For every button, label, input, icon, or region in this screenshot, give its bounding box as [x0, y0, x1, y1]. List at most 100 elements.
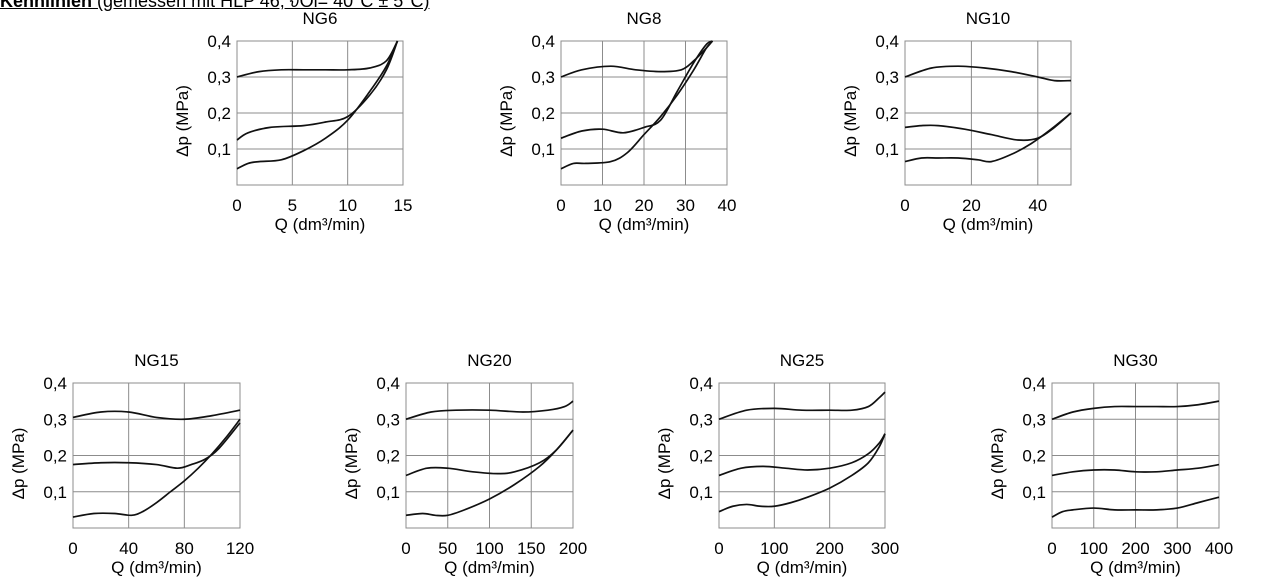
x-tick-label: 30	[676, 196, 695, 215]
x-tick-label: 20	[635, 196, 654, 215]
x-tick-label: 40	[718, 196, 737, 215]
y-tick-label: 0,4	[689, 374, 713, 393]
y-tick-label: 0,2	[875, 104, 899, 123]
x-tick-label: 0	[68, 539, 77, 558]
y-tick-label: 0,1	[207, 140, 231, 159]
series-line-3	[72, 418, 241, 518]
y-axis-label: Δp (MPa)	[988, 428, 1007, 500]
y-tick-label: 0,4	[207, 32, 231, 51]
x-tick-label: 0	[556, 196, 565, 215]
x-tick-label: 50	[438, 539, 457, 558]
series-line-1	[560, 40, 714, 78]
y-tick-label: 0,2	[43, 447, 67, 466]
chart-title: NG25	[780, 351, 824, 370]
series-line-1	[718, 391, 886, 421]
series-line-3	[405, 429, 574, 517]
series-line-3	[904, 112, 1072, 163]
series-line-2	[718, 433, 886, 477]
series-line-2	[1051, 463, 1220, 477]
plot-frame	[72, 382, 241, 529]
chart-title: NG6	[303, 9, 338, 28]
chart-ng15: NG15 0 40 80 120 0,1 0,2 0,3 0,4 Q (dm³/min) Δp (M…	[9, 351, 254, 577]
y-tick-label: 0,3	[1022, 410, 1046, 429]
series-line-1	[904, 65, 1072, 82]
chart-ng8: NG8 0 10 20 30 40 0,1 0,2 0,3 0,4 Q (dm³/min) Δp (M…	[497, 9, 736, 234]
plot-frame	[560, 40, 728, 186]
y-tick-label: 0,1	[875, 140, 899, 159]
plot-frame	[718, 382, 886, 529]
x-tick-label: 300	[871, 539, 899, 558]
series-line-1	[236, 40, 399, 78]
y-tick-label: 0,1	[43, 483, 67, 502]
x-axis-label: Q (dm³/min)	[943, 215, 1034, 234]
plot-frame	[236, 40, 404, 186]
y-tick-label: 0,2	[689, 447, 713, 466]
x-axis-label: Q (dm³/min)	[275, 215, 366, 234]
y-axis-label: Δp (MPa)	[342, 428, 361, 500]
x-axis-label: Q (dm³/min)	[111, 558, 202, 577]
series-line-1	[405, 400, 574, 421]
x-tick-label: 80	[175, 539, 194, 558]
header-title: Kennlinien	[0, 0, 93, 11]
y-tick-label: 0,3	[531, 68, 555, 87]
x-tick-label: 100	[1080, 539, 1108, 558]
x-tick-label: 150	[517, 539, 545, 558]
chart-ng10: NG10 0 20 40 0,1 0,2 0,3 0,4 Q (dm³/min) Δp (MPa)	[841, 9, 1072, 234]
x-tick-label: 20	[962, 196, 981, 215]
y-tick-label: 0,4	[531, 32, 555, 51]
x-tick-label: 10	[338, 196, 357, 215]
chart-title: NG8	[627, 9, 662, 28]
y-tick-label: 0,1	[689, 483, 713, 502]
y-axis-label: Δp (MPa)	[841, 85, 860, 157]
y-tick-label: 0,3	[875, 68, 899, 87]
series-line-2	[72, 422, 241, 470]
y-tick-label: 0,1	[1022, 483, 1046, 502]
chart-ng25: NG25 0 100 200 300 0,1 0,2 0,3 0,4 Q (dm³/min) Δp …	[655, 351, 899, 577]
series-line-3	[1051, 496, 1220, 518]
y-axis-label: Δp (MPa)	[497, 85, 516, 157]
series-line-2	[560, 40, 713, 140]
y-tick-label: 0,4	[43, 374, 67, 393]
series-line-1	[72, 409, 241, 421]
y-axis-label: Δp (MPa)	[173, 85, 192, 157]
y-tick-label: 0,2	[207, 104, 231, 123]
y-tick-label: 0,1	[531, 140, 555, 159]
chart-title: NG30	[1113, 351, 1157, 370]
chart-title: NG15	[134, 351, 178, 370]
y-axis-label: Δp (MPa)	[655, 428, 674, 500]
x-tick-label: 200	[1121, 539, 1149, 558]
y-tick-label: 0,4	[875, 32, 899, 51]
x-tick-label: 10	[593, 196, 612, 215]
header-note: (gemessen mit HLP 46, ϑÖl= 40°C ± 5°C)	[97, 0, 430, 11]
series-line-3	[718, 433, 886, 513]
series-line-2	[904, 112, 1072, 142]
series-line-3	[236, 40, 399, 170]
x-tick-label: 0	[1047, 539, 1056, 558]
x-tick-label: 40	[119, 539, 138, 558]
y-tick-label: 0,2	[376, 447, 400, 466]
x-tick-label: 200	[559, 539, 587, 558]
plot-frame	[405, 382, 574, 529]
x-tick-label: 100	[760, 539, 788, 558]
series-line-2	[236, 40, 399, 141]
x-axis-label: Q (dm³/min)	[757, 558, 848, 577]
x-tick-label: 0	[232, 196, 241, 215]
x-axis-label: Q (dm³/min)	[1090, 558, 1181, 577]
x-tick-label: 300	[1163, 539, 1191, 558]
y-tick-label: 0,3	[43, 410, 67, 429]
chart-title: NG10	[966, 9, 1010, 28]
x-tick-label: 40	[1028, 196, 1047, 215]
y-tick-label: 0,3	[207, 68, 231, 87]
x-tick-label: 0	[401, 539, 410, 558]
y-tick-label: 0,2	[1022, 447, 1046, 466]
x-tick-label: 100	[475, 539, 503, 558]
x-tick-label: 5	[288, 196, 297, 215]
x-axis-label: Q (dm³/min)	[599, 215, 690, 234]
y-axis-label: Δp (MPa)	[9, 428, 28, 500]
x-tick-label: 15	[394, 196, 413, 215]
plot-frame	[1051, 382, 1220, 529]
chart-ng6: NG6 0 5 10 15 0,1 0,2 0,3 0,4 Q (dm³/min) Δp (MPa)	[173, 9, 412, 234]
x-tick-label: 400	[1205, 539, 1233, 558]
x-tick-label: 0	[900, 196, 909, 215]
